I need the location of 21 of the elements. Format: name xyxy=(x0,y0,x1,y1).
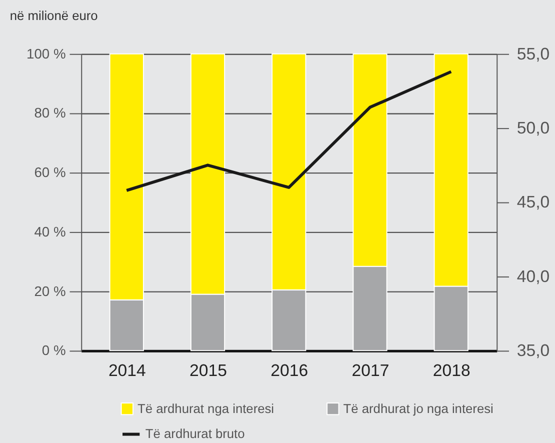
x-tick-label: 2016 xyxy=(270,360,308,380)
legend-label: Të ardhurat bruto xyxy=(145,426,245,442)
x-tick-label: 2017 xyxy=(352,360,390,380)
legend-label: Të ardhurat nga interesi xyxy=(138,400,274,416)
y2-tick-label: 35,0 xyxy=(516,341,550,360)
y2-tick-label: 40,0 xyxy=(516,266,550,286)
y-tick-label: 100 % xyxy=(26,45,66,62)
y-tick-label: 0 % xyxy=(42,342,66,358)
y-tick-label: 80 % xyxy=(34,104,66,121)
y2-tick-label: 50,0 xyxy=(516,118,550,138)
y-tick-label: 60 % xyxy=(34,164,66,180)
line-series xyxy=(125,70,453,192)
y2-tick-label: 55,0 xyxy=(516,44,550,64)
legend-label: Të ardhurat jo nga interesi xyxy=(343,400,494,416)
chart-title: në milionë euro xyxy=(10,8,98,24)
y2-tick-label: 45,0 xyxy=(516,192,550,212)
x-tick-label: 2014 xyxy=(108,360,146,380)
x-tick-label: 2015 xyxy=(190,360,227,380)
y-tick-label: 40 % xyxy=(34,223,66,240)
x-tick-label: 2018 xyxy=(432,360,470,380)
y-tick-label: 20 % xyxy=(34,282,66,299)
